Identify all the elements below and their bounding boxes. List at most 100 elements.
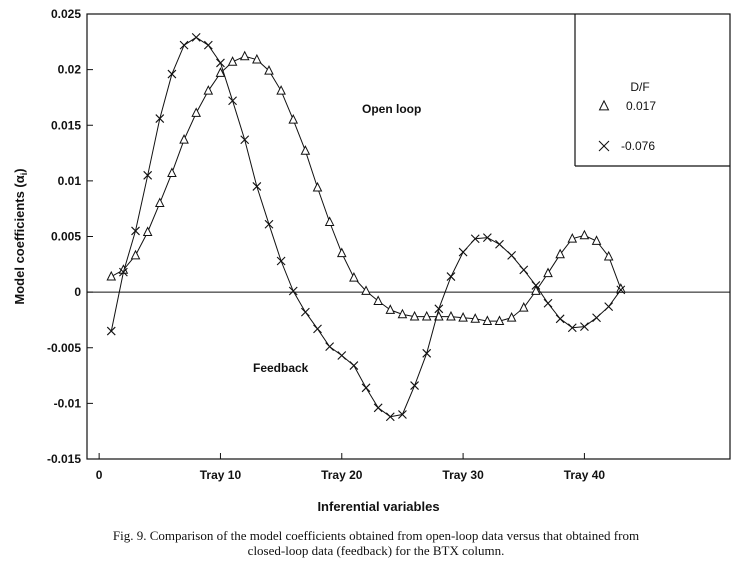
y-tick-label: 0.005 xyxy=(51,230,81,244)
y-tick-label: 0.025 xyxy=(51,7,81,21)
triangle-marker-series-1 xyxy=(179,134,189,144)
y-tick-label: -0.015 xyxy=(47,452,81,466)
x-marker-series-2 xyxy=(313,324,322,334)
triangle-marker-series-1 xyxy=(336,247,347,258)
x-marker-series-2 xyxy=(373,403,383,413)
y-tick-label: 0.01 xyxy=(58,174,82,188)
y-axis: 0.025 0.02 0.015 0.01 0.005 0 -0.005 -0.01 -0.01… xyxy=(47,7,93,466)
x-marker-series-2 xyxy=(482,233,492,243)
triangle-marker-series-1 xyxy=(106,270,117,281)
y-tick-label: -0.01 xyxy=(54,396,82,410)
triangle-marker-series-1 xyxy=(312,181,323,192)
x-marker-series-2 xyxy=(519,265,529,275)
legend-label-series-2: -0.076 xyxy=(621,139,655,153)
triangle-marker-series-1 xyxy=(543,267,553,278)
x-marker-series-2 xyxy=(300,307,310,317)
triangle-marker-series-1 xyxy=(373,295,383,305)
y-axis-title: Model coefficients (αi) xyxy=(12,168,29,304)
triangle-marker-series-1 xyxy=(616,283,626,293)
triangle-marker-series-1 xyxy=(227,56,238,66)
legend-label-series-1: 0.017 xyxy=(626,99,656,113)
triangle-marker-series-1 xyxy=(154,197,165,208)
x-marker-series-2 xyxy=(458,247,468,257)
x-marker-series-2 xyxy=(555,314,565,324)
x-marker-series-2 xyxy=(616,285,626,295)
x-marker-series-2 xyxy=(252,182,262,191)
series-line-1 xyxy=(111,55,622,322)
x-tick-label: 0 xyxy=(96,468,103,482)
annotation-feedback: Feedback xyxy=(253,361,309,375)
x-marker-series-2 xyxy=(240,135,250,145)
triangle-marker-series-1 xyxy=(470,313,481,323)
figure-caption-line-1: Fig. 9. Comparison of the model coeffici… xyxy=(112,528,640,543)
x-marker-series-2 xyxy=(155,114,165,123)
triangle-marker-series-1 xyxy=(518,302,529,312)
x-axis: 0 Tray 10 Tray 20 Tray 30 Tray 40 xyxy=(96,453,606,482)
triangle-marker-series-1 xyxy=(142,226,153,236)
triangle-marker-series-1 xyxy=(349,271,359,282)
triangle-marker-series-1 xyxy=(288,114,299,124)
triangle-marker-series-1 xyxy=(446,310,456,321)
triangle-marker-series-1 xyxy=(421,310,432,321)
legend-title: D/F xyxy=(630,80,649,94)
x-marker-series-2 xyxy=(385,412,395,422)
triangle-marker-series-1 xyxy=(579,229,590,240)
x-marker-series-2 xyxy=(531,281,541,290)
figure-caption-line-2: closed-loop data (feedback) for the BTX … xyxy=(247,543,505,558)
triangle-marker-series-1 xyxy=(130,249,141,260)
y-tick-label: -0.005 xyxy=(47,341,81,355)
triangle-marker-series-1 xyxy=(482,315,493,325)
x-marker-series-2 xyxy=(361,383,371,393)
triangle-marker-series-1 xyxy=(458,312,468,322)
x-marker-series-2 xyxy=(470,234,480,244)
triangle-marker-series-1 xyxy=(506,312,517,322)
x-marker-series-2 xyxy=(507,251,517,260)
chart: 0.025 0.02 0.015 0.01 0.005 0 -0.005 -0.01 -0.01… xyxy=(12,7,731,514)
x-marker-series-2 xyxy=(398,410,407,419)
x-marker-series-2 xyxy=(143,170,153,180)
triangle-marker-series-1 xyxy=(324,216,335,226)
triangle-marker-series-1 xyxy=(215,67,226,77)
triangle-marker-series-1 xyxy=(555,248,565,259)
x-marker-series-2 xyxy=(422,348,432,358)
triangle-marker-series-1 xyxy=(494,315,505,325)
legend: D/F 0.017 -0.076 xyxy=(574,14,730,167)
triangle-marker-series-1 xyxy=(167,167,177,178)
x-marker-series-2 xyxy=(580,322,589,332)
x-marker-series-2 xyxy=(216,58,225,68)
triangle-marker-series-1 xyxy=(300,145,311,155)
y-tick-label: 0.02 xyxy=(58,63,82,77)
triangle-marker-series-1 xyxy=(603,250,614,261)
x-marker-series-2 xyxy=(264,219,274,229)
triangle-marker-series-1 xyxy=(591,235,602,245)
triangle-marker-series-1 xyxy=(276,85,286,95)
x-marker-series-2 xyxy=(106,326,116,336)
x-marker-series-2 xyxy=(337,351,347,360)
x-marker-series-2 xyxy=(349,361,359,370)
x-marker-series-2 xyxy=(179,40,189,50)
x-tick-label: Tray 40 xyxy=(564,468,606,482)
x-marker-series-2 xyxy=(410,381,419,390)
x-tick-label: Tray 30 xyxy=(442,468,484,482)
triangle-marker-series-1 xyxy=(361,285,371,295)
x-marker-series-2 xyxy=(495,239,504,249)
triangle-marker-series-1 xyxy=(264,65,274,75)
x-tick-label: Tray 10 xyxy=(200,468,242,482)
series-layer xyxy=(106,32,626,422)
x-axis-title: Inferential variables xyxy=(317,499,439,514)
x-marker-series-2 xyxy=(131,226,140,236)
triangle-marker-series-1 xyxy=(203,85,214,95)
x-marker-series-2 xyxy=(191,32,201,42)
triangle-marker-series-1 xyxy=(239,50,250,61)
x-tick-label: Tray 20 xyxy=(321,468,363,482)
triangle-marker-series-1 xyxy=(567,233,578,243)
triangle-marker-series-1 xyxy=(252,53,262,64)
x-marker-series-2 xyxy=(167,69,177,79)
x-marker-series-2 xyxy=(434,304,444,314)
x-marker-series-2 xyxy=(276,256,286,266)
x-marker-series-2 xyxy=(446,272,456,281)
y-tick-label: 0.015 xyxy=(51,118,81,132)
series-line-2 xyxy=(110,36,622,418)
legend-triangle-marker xyxy=(598,99,610,111)
x-marker-series-2 xyxy=(288,286,298,296)
